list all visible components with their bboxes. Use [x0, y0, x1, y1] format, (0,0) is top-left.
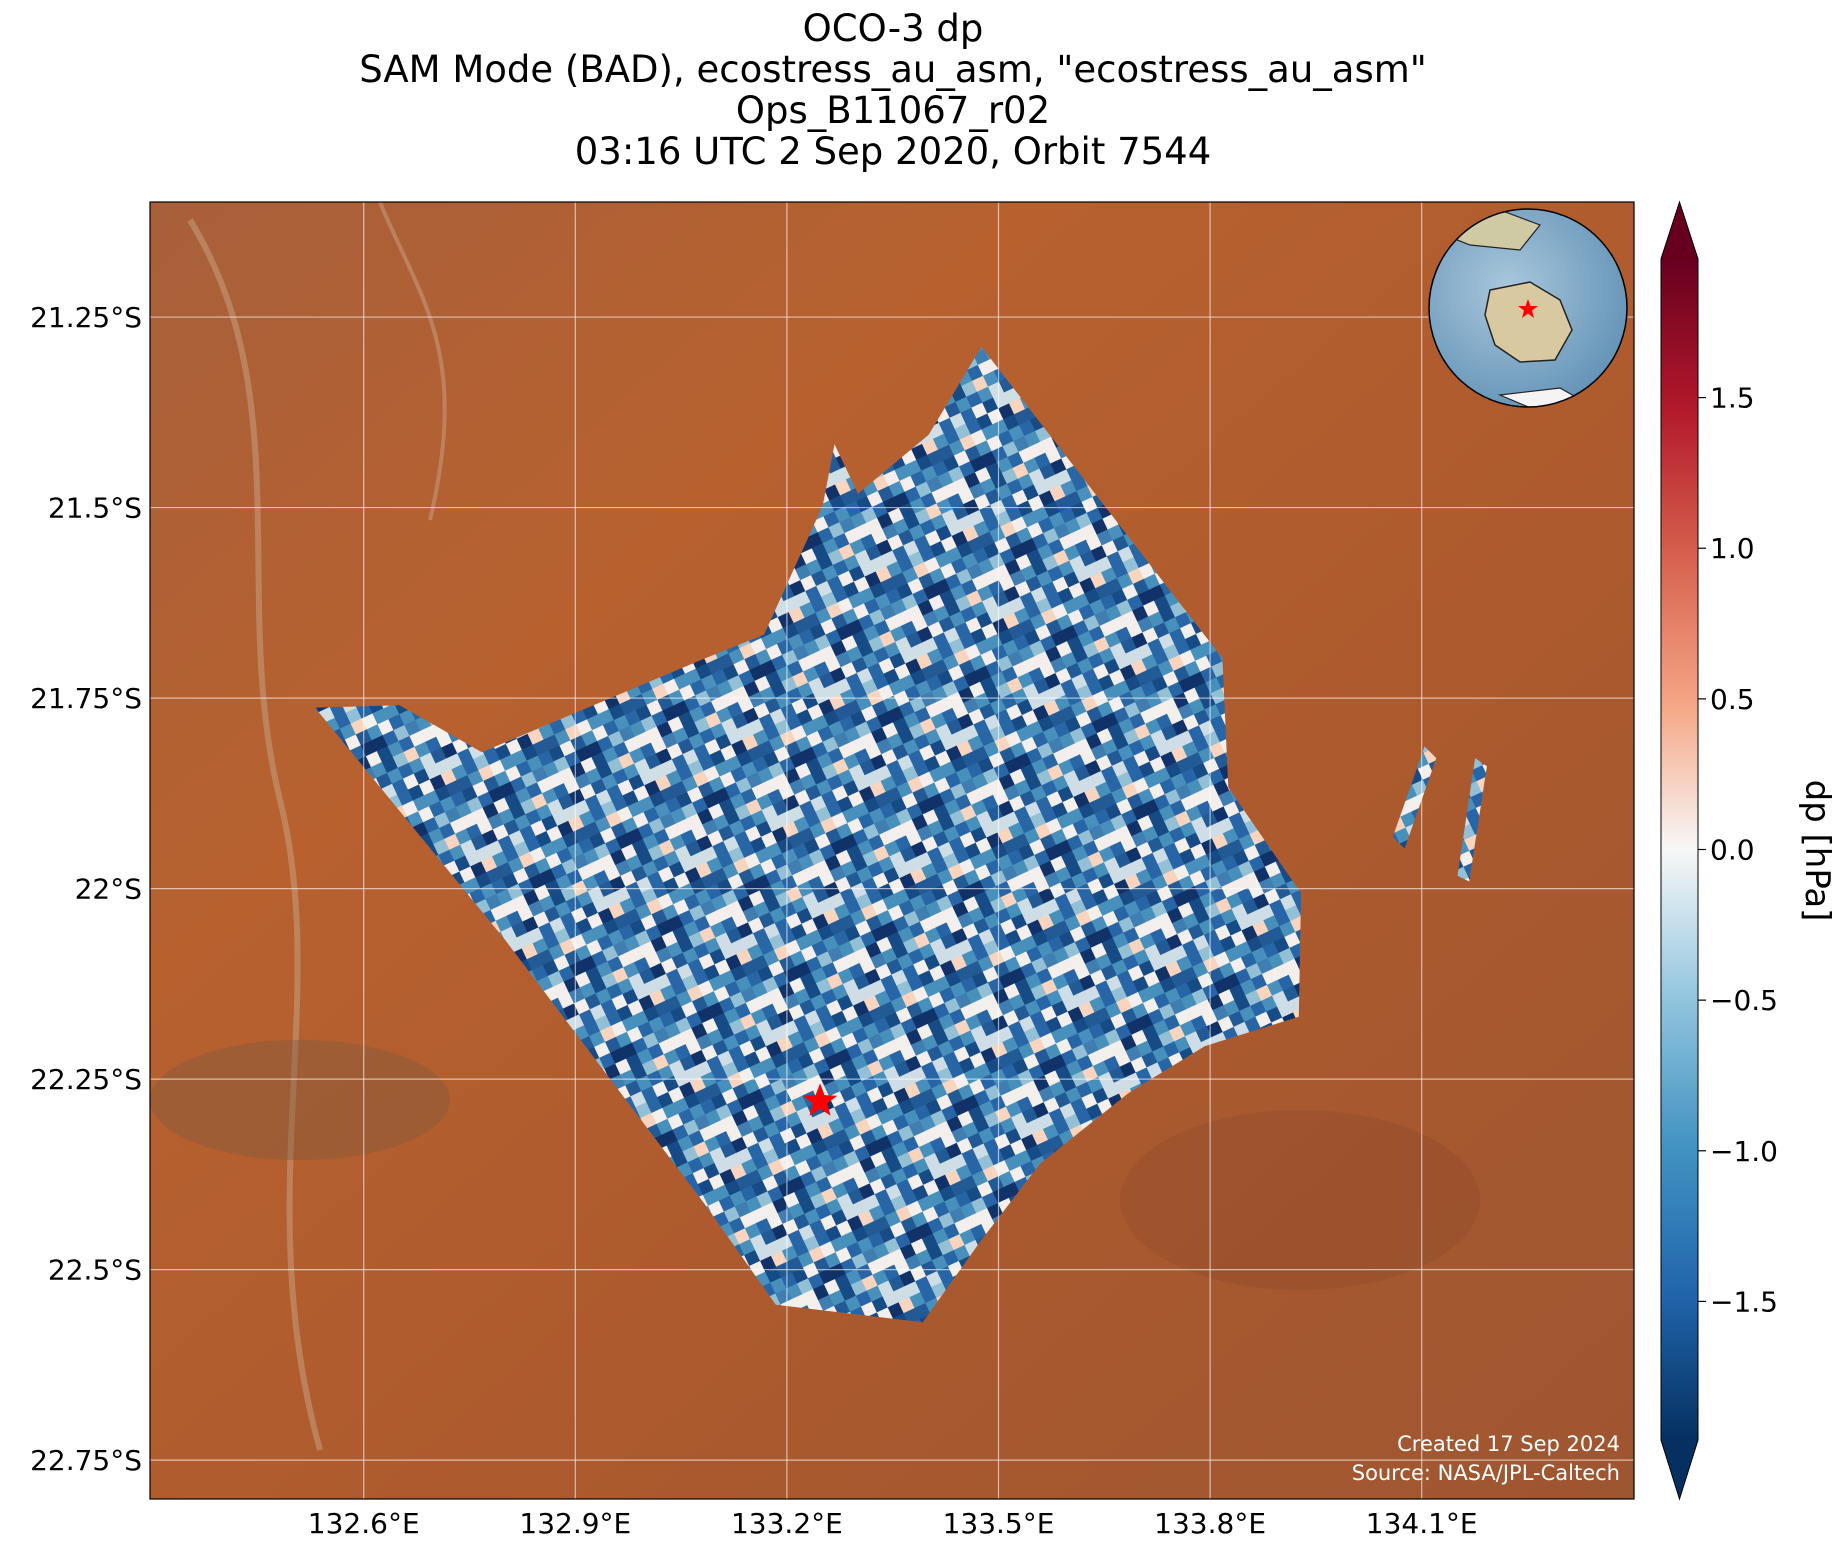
inset-globe [1428, 208, 1628, 408]
terrain [378, 202, 447, 521]
colorbar-tick-label: 1.0 [1710, 532, 1755, 565]
map-area [150, 202, 1634, 1499]
x-tick-label: 132.6°E [308, 1507, 420, 1540]
chart-title: OCO-3 dp [803, 7, 984, 50]
terrain [150, 1040, 450, 1160]
y-tick-label: 22.5°S [48, 1254, 142, 1287]
chart-title: Ops_B11067_r02 [736, 89, 1050, 132]
colorbar-tick-label: −0.5 [1710, 984, 1778, 1017]
colorbar-outline [1660, 200, 1699, 1501]
colorbar-gradient [1661, 259, 1698, 1440]
x-tick-label: 133.5°E [943, 1507, 1055, 1540]
swath [1457, 758, 1487, 882]
colorbar-extend-min [1661, 1440, 1698, 1499]
y-tick-label: 21.5°S [48, 492, 142, 525]
colorbar-tick-label: −1.0 [1710, 1135, 1778, 1168]
chart-title: SAM Mode (BAD), ecostress_au_asm, "ecost… [359, 48, 1427, 91]
colorbar-tick-label: 0.5 [1710, 683, 1755, 716]
x-tick-labels: 132.6°E 132.9°E 133.2°E 133.5°E 133.8°E 134.1… [308, 1507, 1478, 1540]
colorbar-label: dp [hPa] [1797, 780, 1837, 922]
swath [315, 346, 1302, 1323]
target-star [802, 1083, 838, 1116]
colorbar-tick-label: 0.0 [1710, 834, 1755, 867]
map-frame [149, 201, 1635, 1500]
y-tick-label: 22.25°S [30, 1063, 142, 1096]
y-tick-label: 22°S [75, 873, 142, 906]
y-tick-label: 21.25°S [30, 301, 142, 334]
x-tick-label: 133.8°E [1154, 1507, 1266, 1540]
target-layer [802, 1083, 838, 1116]
swath [1392, 746, 1437, 849]
globe-star [1518, 299, 1538, 318]
y-tick-labels: 21.25°S 21.5°S 21.75°S 22°S 22.25°S 22.5°S 22.… [30, 301, 142, 1477]
globe-outline [1428, 208, 1628, 408]
y-tick-label: 22.75°S [30, 1444, 142, 1477]
credits: Created 17 Sep 2024 Source: NASA/JPL-Calt… [1352, 1432, 1620, 1485]
x-tick-label: 133.2°E [731, 1507, 843, 1540]
x-tick-label: 134.1°E [1366, 1507, 1478, 1540]
colorbar-tick-label: −1.5 [1710, 1285, 1778, 1318]
swaths [315, 346, 1487, 1323]
colorbar: 1.5 1.0 0.5 0.0 −0.5 −1.0 −1.5 dp [hPa] [1660, 200, 1837, 1501]
x-tick-label: 132.9°E [519, 1507, 631, 1540]
credit-text: Created 17 Sep 2024 [1397, 1432, 1620, 1456]
grid [150, 202, 1634, 1499]
terrain [187, 218, 323, 1451]
terrain [1120, 1110, 1480, 1290]
y-tick-label: 21.75°S [30, 682, 142, 715]
colorbar-extend-max [1661, 202, 1698, 259]
colorbar-tick-label: 1.5 [1710, 382, 1755, 415]
credit-text: Source: NASA/JPL-Caltech [1352, 1461, 1620, 1485]
globe-land [1484, 281, 1573, 363]
chart-title: 03:16 UTC 2 Sep 2020, Orbit 7544 [575, 130, 1212, 173]
